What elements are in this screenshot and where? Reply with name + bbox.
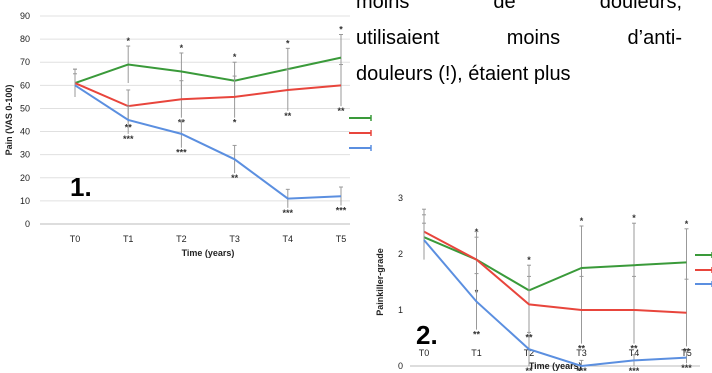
y-axis-title: Pain (VAS 0-100) xyxy=(4,85,14,156)
y-tick-label: 60 xyxy=(20,80,30,90)
series-line xyxy=(74,56,342,84)
x-tick-label: T4 xyxy=(283,234,294,244)
x-tick-label: T3 xyxy=(229,234,240,244)
x-axis-title: Time (years) xyxy=(182,248,235,258)
significance-marker: * xyxy=(527,255,531,265)
significance-marker: ** xyxy=(525,366,533,373)
panel-label: 2. xyxy=(416,320,438,350)
y-tick-label: 70 xyxy=(20,57,30,67)
series-line xyxy=(423,230,687,314)
significance-marker: * xyxy=(233,118,237,128)
significance-marker: *** xyxy=(123,134,134,144)
paragraph-line: moins de douleurs, xyxy=(356,0,682,13)
significance-marker: * xyxy=(632,213,636,223)
paragraph-line: douleurs (!), étaient plus xyxy=(356,63,571,85)
significance-marker: ** xyxy=(284,111,292,121)
significance-marker: *** xyxy=(576,366,587,373)
x-tick-label: T3 xyxy=(576,348,587,358)
series-line xyxy=(423,239,687,368)
y-axis-title: Painkiller-grade xyxy=(375,248,385,316)
significance-marker: *** xyxy=(283,208,294,218)
significance-marker: ** xyxy=(337,106,345,116)
y-tick-label: 0 xyxy=(398,361,403,371)
significance-marker: * xyxy=(580,216,584,226)
series-line xyxy=(423,236,687,292)
series-line xyxy=(74,82,342,108)
significance-marker: *** xyxy=(176,148,187,158)
y-tick-label: 80 xyxy=(20,34,30,44)
significance-marker: ** xyxy=(473,330,481,340)
paragraph-text: moins de douleurs, utilisaient moins d’a… xyxy=(356,0,698,92)
significance-marker: ** xyxy=(683,346,691,356)
significance-marker: *** xyxy=(336,206,347,216)
y-tick-label: 0 xyxy=(25,219,30,229)
panel-label: 1. xyxy=(70,172,92,202)
y-tick-label: 2 xyxy=(398,249,403,259)
x-tick-label: T0 xyxy=(70,234,81,244)
x-tick-label: T0 xyxy=(419,348,430,358)
y-tick-label: 1 xyxy=(398,305,403,315)
significance-marker: *** xyxy=(681,363,692,373)
y-tick-label: 50 xyxy=(20,103,30,113)
significance-marker: * xyxy=(180,43,184,53)
significance-marker: * xyxy=(286,38,290,48)
x-axis-title: Time (years) xyxy=(529,361,582,371)
x-tick-label: T1 xyxy=(471,348,482,358)
y-tick-label: 10 xyxy=(20,196,30,206)
y-tick-label: 90 xyxy=(20,11,30,21)
significance-marker: * xyxy=(233,52,237,62)
significance-marker: * xyxy=(685,219,689,229)
y-tick-label: 40 xyxy=(20,127,30,137)
series-line xyxy=(74,84,342,200)
significance-marker: ** xyxy=(630,344,638,354)
significance-marker: * xyxy=(126,36,130,46)
x-tick-label: T4 xyxy=(629,348,640,358)
significance-marker: ** xyxy=(578,344,586,354)
x-tick-label: T1 xyxy=(123,234,134,244)
paragraph-line: utilisaient moins d’anti- xyxy=(356,27,682,49)
significance-marker: ** xyxy=(231,173,239,183)
y-tick-label: 3 xyxy=(398,193,403,203)
x-tick-label: T2 xyxy=(176,234,187,244)
x-tick-label: T5 xyxy=(336,234,347,244)
y-tick-label: 30 xyxy=(20,150,30,160)
y-tick-label: 20 xyxy=(20,173,30,183)
significance-marker: *** xyxy=(629,366,640,373)
significance-marker: * xyxy=(339,24,343,34)
